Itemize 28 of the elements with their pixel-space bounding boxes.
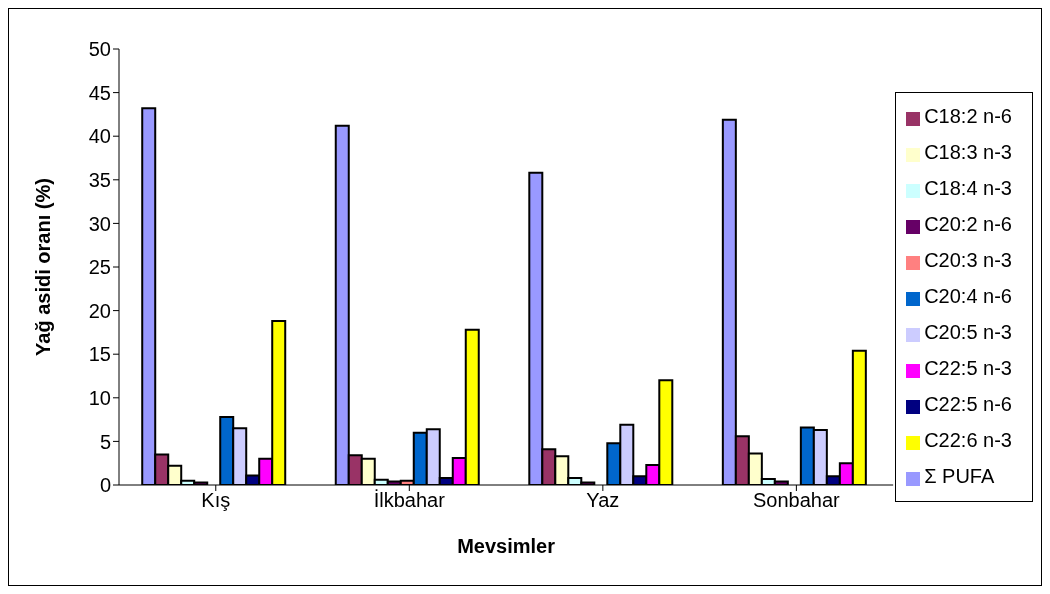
legend-label: C18:4 n-3 xyxy=(924,177,1012,199)
y-tick-label: 35 xyxy=(88,168,111,191)
legend-label: Σ PUFA xyxy=(924,465,995,487)
y-tick-label: 5 xyxy=(99,430,111,453)
x-tick-label: İlkbahar xyxy=(373,489,446,512)
y-tick-label: 40 xyxy=(88,125,111,148)
y-axis-title: Yağ asidi oranı (%) xyxy=(32,178,55,356)
legend-label: C22:5 n-6 xyxy=(924,393,1012,415)
y-tick-label: 15 xyxy=(88,343,111,366)
y-tick-label: 25 xyxy=(88,256,111,279)
x-tick-label: Sonbahar xyxy=(753,489,841,512)
legend-label: C20:5 n-3 xyxy=(924,321,1012,343)
y-tick-label: 45 xyxy=(88,81,111,104)
legend-label: C20:3 n-3 xyxy=(924,249,1012,271)
x-tick-label: Kış xyxy=(201,489,231,512)
y-tick-label: 10 xyxy=(88,386,111,409)
y-tick-label: 20 xyxy=(88,299,111,322)
y-tick-label: 0 xyxy=(99,474,111,497)
legend-label: C22:6 n-3 xyxy=(924,429,1012,451)
legend-label: C22:5 n-3 xyxy=(924,357,1012,379)
y-tick-label: 50 xyxy=(88,38,111,61)
legend-label: C18:3 n-3 xyxy=(924,141,1012,163)
x-tick-label: Yaz xyxy=(586,489,620,512)
legend-label: C20:2 n-6 xyxy=(924,213,1012,235)
legend-label: C20:4 n-6 xyxy=(924,285,1012,307)
y-tick-label: 30 xyxy=(88,212,111,235)
legend-label: C18:2 n-6 xyxy=(924,105,1012,127)
x-axis-title: Mevsimler xyxy=(457,535,556,557)
